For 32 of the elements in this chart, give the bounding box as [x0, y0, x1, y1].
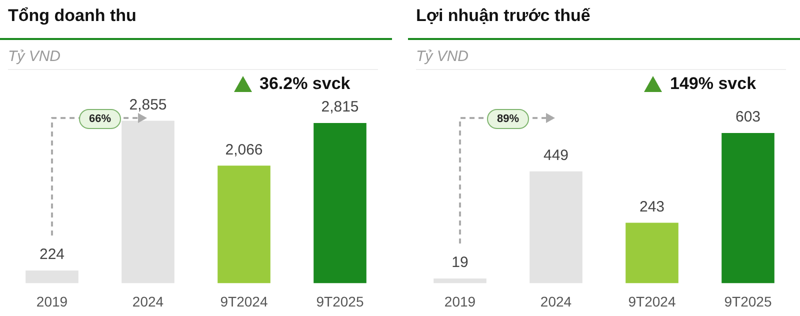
data-label: 2,066	[225, 141, 263, 158]
text: 89%	[487, 109, 530, 129]
y-axis-title: Tỷ VND	[416, 48, 786, 70]
bar	[122, 120, 174, 284]
x-tick-label: 9T2025	[724, 293, 772, 310]
data-label: 449	[543, 147, 569, 164]
chart-title: Lợi nhuận trước thuế	[416, 6, 590, 26]
x-tick-label: 9T2024	[220, 293, 268, 310]
x-tick-label: 9T2025	[316, 293, 364, 310]
text: 36.2% svck	[260, 74, 350, 94]
chart-title: Tổng doanh thu	[8, 6, 136, 26]
text: 149% svck	[670, 74, 756, 94]
data-label: 2,815	[321, 98, 359, 116]
bar	[722, 133, 774, 284]
x-tick-label: 2019	[36, 293, 68, 310]
data-label: 2,855	[129, 96, 167, 114]
data-label: 243	[639, 198, 665, 216]
bar	[218, 166, 270, 284]
x-tick-label: 2024	[540, 293, 572, 310]
data-label: 224	[39, 246, 65, 264]
x-tick-label: 2019	[444, 293, 476, 310]
bar	[26, 270, 78, 284]
bar	[626, 222, 678, 284]
bar	[530, 171, 582, 284]
bar	[434, 278, 486, 284]
x-tick-label: 9T2024	[628, 293, 676, 310]
data-label: 19	[452, 254, 468, 272]
annotation: 66%	[79, 109, 122, 129]
y-axis-title: Tỷ VND	[8, 48, 378, 70]
data-label: 603	[735, 108, 761, 126]
bar	[314, 122, 366, 284]
x-tick-label: 2024	[132, 293, 164, 310]
